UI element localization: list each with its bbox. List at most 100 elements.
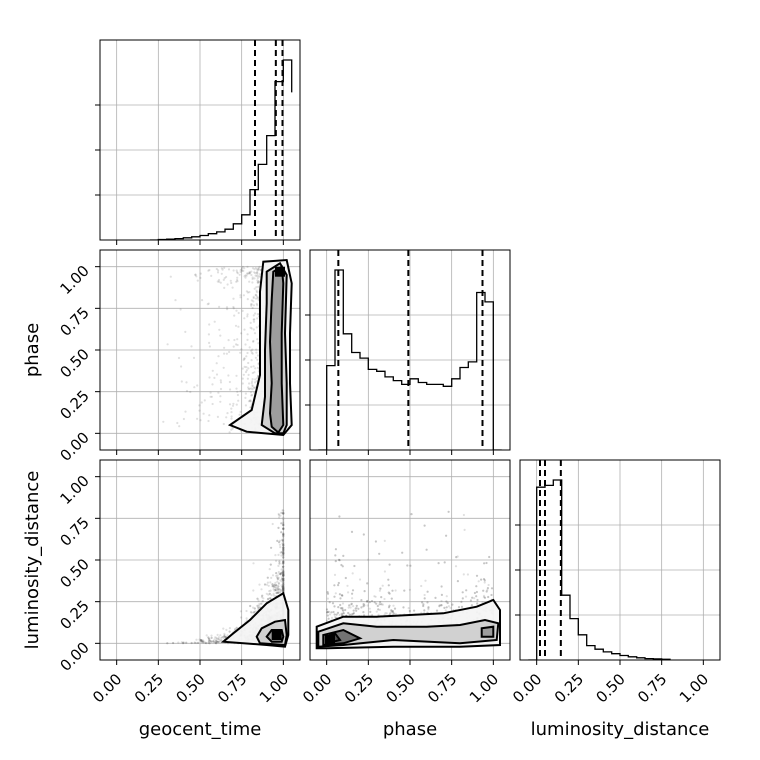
pair-geocent-time-vs-luminosity-distance-point bbox=[0, 0, 1, 1]
pair-geocent-time-vs-luminosity-distance-point bbox=[0, 0, 1, 1]
pair-geocent-time-vs-phase-point bbox=[237, 325, 240, 328]
pair-geocent-time-vs-luminosity-distance-point bbox=[0, 0, 1, 1]
pair-phase-vs-luminosity-distance-point bbox=[445, 600, 448, 603]
pair-geocent-time-vs-phase-point bbox=[0, 420, 1, 422]
pair-geocent-time-vs-phase-point bbox=[0, 371, 1, 373]
pair-geocent-time-vs-phase-point bbox=[0, 422, 1, 424]
pair-geocent-time-vs-luminosity-distance-point bbox=[0, 0, 1, 1]
pair-geocent-time-vs-luminosity-distance-point bbox=[282, 585, 285, 588]
pair-geocent-time-vs-luminosity-distance-point bbox=[0, 0, 1, 1]
pair-geocent-time-vs-phase-point bbox=[251, 276, 254, 279]
pair-geocent-time-vs-phase-point bbox=[219, 281, 222, 284]
pair-geocent-time-vs-luminosity-distance-point bbox=[216, 633, 219, 637]
pair-geocent-time-vs-luminosity-distance-point bbox=[282, 577, 285, 580]
pair-geocent-time-vs-phase-point bbox=[0, 271, 1, 273]
pair-geocent-time-vs-luminosity-distance-point bbox=[0, 0, 1, 1]
pair-geocent-time-vs-luminosity-distance-point bbox=[281, 538, 284, 541]
pair-geocent-time-vs-phase-point bbox=[0, 266, 1, 268]
pair-geocent-time-vs-luminosity-distance-point bbox=[0, 0, 1, 1]
pair-geocent-time-vs-phase-point bbox=[0, 342, 1, 344]
pair-geocent-time-vs-luminosity-distance-point bbox=[0, 0, 1, 1]
pair-geocent-time-vs-phase-point bbox=[198, 409, 201, 412]
pair-geocent-time-vs-phase-point bbox=[0, 348, 1, 350]
pair-geocent-time-vs-luminosity-distance-point bbox=[282, 581, 285, 584]
pair-geocent-time-vs-luminosity-distance-point bbox=[0, 0, 1, 1]
pair-geocent-time-vs-luminosity-distance-point bbox=[0, 0, 1, 1]
pair-geocent-time-vs-luminosity-distance-point bbox=[207, 638, 211, 641]
pair-geocent-time-vs-luminosity-distance-point bbox=[282, 574, 285, 577]
pair-phase-vs-luminosity-distance-point bbox=[387, 591, 390, 594]
pair-geocent-time-vs-phase-point bbox=[230, 417, 233, 420]
pair-geocent-time-vs-phase-point bbox=[251, 371, 254, 375]
pair-geocent-time-vs-luminosity-distance-point bbox=[274, 588, 277, 591]
pair-geocent-time-vs-phase-point bbox=[223, 352, 226, 355]
pair-geocent-time-vs-phase-point bbox=[225, 352, 228, 355]
pair-geocent-time-vs-phase-point bbox=[0, 306, 1, 308]
pair-geocent-time-vs-luminosity-distance-point bbox=[267, 593, 270, 596]
pair-phase-vs-luminosity-distance-point bbox=[344, 608, 347, 612]
pair-geocent-time-vs-luminosity-distance-point bbox=[256, 597, 259, 600]
pair-geocent-time-vs-phase-point bbox=[241, 367, 244, 370]
pair-geocent-time-vs-phase-point bbox=[0, 276, 1, 278]
pair-geocent-time-vs-phase-point bbox=[0, 406, 1, 408]
pair-geocent-time-vs-luminosity-distance-point bbox=[0, 0, 1, 1]
pair-geocent-time-vs-phase-point bbox=[0, 301, 1, 303]
pair-geocent-time-vs-phase-point bbox=[0, 373, 1, 375]
pair-geocent-time-vs-luminosity-distance-point bbox=[282, 574, 285, 577]
pair-geocent-time-vs-luminosity-distance-point bbox=[278, 560, 281, 563]
pair-geocent-time-vs-phase-point bbox=[248, 387, 251, 390]
pair-geocent-time-vs-luminosity-distance-point bbox=[221, 636, 224, 639]
pair-geocent-time-vs-luminosity-distance-point bbox=[282, 542, 285, 545]
pair-geocent-time-vs-phase-point bbox=[257, 266, 260, 269]
pair-geocent-time-vs-phase-point bbox=[0, 424, 1, 426]
pair-geocent-time-vs-luminosity-distance-point bbox=[200, 640, 203, 643]
pair-geocent-time-vs-luminosity-distance-point bbox=[0, 0, 1, 1]
pair-geocent-time-vs-luminosity-distance-point bbox=[261, 600, 264, 603]
pair-geocent-time-vs-luminosity-distance-point bbox=[0, 0, 1, 1]
pair-phase-vs-luminosity-distance-point bbox=[326, 614, 329, 617]
pair-geocent-time-vs-luminosity-distance-point bbox=[0, 0, 1, 1]
pair-geocent-time-vs-phase-point bbox=[0, 315, 1, 317]
pair-geocent-time-vs-luminosity-distance-point bbox=[275, 574, 278, 578]
pair-geocent-time-vs-luminosity-distance-point bbox=[0, 0, 1, 1]
pair-geocent-time-vs-luminosity-distance-point bbox=[253, 607, 256, 610]
pair-geocent-time-vs-phase-point bbox=[0, 268, 1, 270]
pair-geocent-time-vs-phase-point bbox=[251, 281, 254, 284]
pair-geocent-time-vs-luminosity-distance-point bbox=[269, 597, 272, 600]
pair-geocent-time-vs-luminosity-distance-point bbox=[0, 0, 1, 1]
pair-geocent-time-vs-luminosity-distance-point bbox=[282, 535, 285, 538]
pair-geocent-time-vs-phase-point bbox=[0, 279, 1, 281]
pair-geocent-time-vs-phase-point bbox=[248, 280, 251, 283]
pair-geocent-time-vs-luminosity-distance-point bbox=[0, 0, 1, 1]
pair-geocent-time-vs-phase-point bbox=[0, 304, 1, 306]
pair-geocent-time-vs-phase-point bbox=[177, 356, 181, 360]
pair-geocent-time-vs-luminosity-distance-point bbox=[282, 543, 285, 547]
pair-geocent-time-vs-phase-point bbox=[199, 272, 202, 275]
pair-geocent-time-vs-luminosity-distance-point bbox=[218, 638, 221, 642]
pair-geocent-time-vs-luminosity-distance-point bbox=[0, 0, 1, 1]
pair-geocent-time-vs-phase-point bbox=[236, 271, 239, 274]
pair-geocent-time-vs-luminosity-distance-point bbox=[266, 597, 270, 601]
pair-geocent-time-vs-phase-point bbox=[0, 328, 1, 330]
pair-geocent-time-vs-phase-point bbox=[0, 270, 1, 272]
pair-geocent-time-vs-phase-point bbox=[244, 392, 247, 395]
pair-geocent-time-vs-phase-point bbox=[0, 407, 1, 409]
pair-geocent-time-vs-luminosity-distance-point bbox=[0, 0, 1, 1]
pair-geocent-time-vs-phase-point bbox=[256, 358, 259, 361]
pair-geocent-time-vs-luminosity-distance-point bbox=[262, 597, 265, 600]
pair-phase-vs-luminosity-distance-point bbox=[475, 590, 478, 594]
pair-geocent-time-vs-luminosity-distance-point bbox=[282, 522, 285, 525]
pair-geocent-time-vs-luminosity-distance-point bbox=[282, 586, 285, 589]
pair-geocent-time-vs-phase-point bbox=[0, 285, 1, 287]
pair-geocent-time-vs-phase-point bbox=[243, 357, 246, 360]
pair-geocent-time-vs-phase-point bbox=[232, 269, 235, 272]
pair-geocent-time-vs-luminosity-distance-point bbox=[0, 0, 1, 1]
pair-geocent-time-vs-luminosity-distance-point bbox=[0, 0, 1, 1]
pair-geocent-time-vs-phase-point bbox=[0, 426, 1, 428]
pair-geocent-time-vs-luminosity-distance-point bbox=[0, 0, 1, 1]
pair-geocent-time-vs-luminosity-distance-point bbox=[0, 0, 1, 1]
pair-geocent-time-vs-phase-point bbox=[254, 294, 257, 297]
pair-geocent-time-vs-luminosity-distance-point bbox=[0, 0, 1, 1]
pair-geocent-time-vs-phase-point bbox=[0, 380, 1, 382]
pair-geocent-time-vs-luminosity-distance-point bbox=[221, 636, 224, 639]
